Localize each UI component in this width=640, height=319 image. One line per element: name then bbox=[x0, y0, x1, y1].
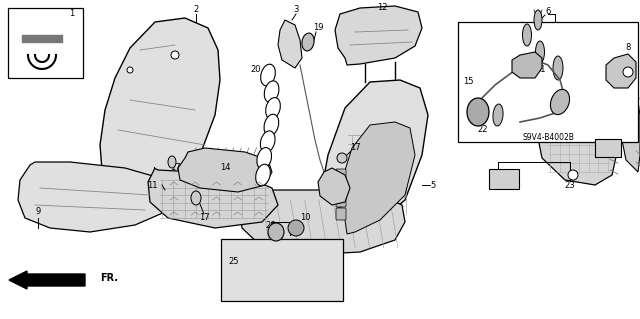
FancyBboxPatch shape bbox=[458, 22, 638, 142]
Text: 17: 17 bbox=[349, 144, 360, 152]
Text: 11: 11 bbox=[147, 181, 157, 189]
Ellipse shape bbox=[264, 81, 279, 102]
FancyBboxPatch shape bbox=[336, 195, 346, 207]
Ellipse shape bbox=[168, 156, 176, 168]
Text: 18: 18 bbox=[596, 144, 606, 152]
Ellipse shape bbox=[268, 223, 284, 241]
FancyBboxPatch shape bbox=[595, 139, 621, 157]
Circle shape bbox=[171, 51, 179, 59]
Text: 16: 16 bbox=[493, 170, 503, 180]
Polygon shape bbox=[322, 80, 428, 240]
Text: 7: 7 bbox=[618, 125, 623, 135]
Polygon shape bbox=[100, 18, 220, 198]
Text: 15: 15 bbox=[463, 78, 473, 86]
Text: 22: 22 bbox=[477, 125, 488, 135]
Text: 9: 9 bbox=[35, 207, 40, 217]
Ellipse shape bbox=[550, 89, 570, 115]
FancyBboxPatch shape bbox=[8, 8, 83, 78]
FancyBboxPatch shape bbox=[221, 239, 343, 301]
FancyBboxPatch shape bbox=[489, 169, 519, 189]
Ellipse shape bbox=[302, 33, 314, 51]
FancyArrow shape bbox=[9, 271, 85, 289]
Text: FR.: FR. bbox=[100, 273, 118, 283]
Text: 8: 8 bbox=[625, 43, 630, 53]
Ellipse shape bbox=[260, 64, 275, 86]
Text: 23: 23 bbox=[564, 181, 575, 189]
Polygon shape bbox=[620, 85, 640, 172]
Text: 21: 21 bbox=[536, 65, 547, 75]
Ellipse shape bbox=[260, 131, 275, 152]
Ellipse shape bbox=[534, 10, 542, 30]
Polygon shape bbox=[148, 168, 278, 228]
Circle shape bbox=[127, 67, 133, 73]
Polygon shape bbox=[335, 6, 422, 65]
Polygon shape bbox=[18, 162, 172, 232]
Circle shape bbox=[337, 153, 347, 163]
Circle shape bbox=[288, 220, 304, 236]
Ellipse shape bbox=[467, 98, 489, 126]
Ellipse shape bbox=[493, 104, 503, 126]
Text: 1: 1 bbox=[69, 10, 75, 19]
Ellipse shape bbox=[256, 164, 270, 186]
FancyBboxPatch shape bbox=[336, 169, 346, 181]
Text: 2: 2 bbox=[193, 5, 198, 14]
Text: 13: 13 bbox=[516, 43, 526, 53]
Text: 14: 14 bbox=[220, 164, 230, 173]
Text: 24: 24 bbox=[557, 54, 568, 63]
Ellipse shape bbox=[553, 56, 563, 80]
Polygon shape bbox=[278, 20, 302, 68]
Ellipse shape bbox=[266, 98, 280, 119]
Text: 20: 20 bbox=[251, 65, 261, 75]
Text: 13: 13 bbox=[516, 24, 526, 33]
Text: 26: 26 bbox=[266, 220, 276, 229]
Ellipse shape bbox=[191, 191, 201, 205]
Ellipse shape bbox=[264, 114, 278, 136]
Circle shape bbox=[568, 170, 578, 180]
Text: 10: 10 bbox=[300, 213, 310, 222]
FancyBboxPatch shape bbox=[336, 208, 346, 220]
Text: 17: 17 bbox=[170, 164, 180, 173]
Circle shape bbox=[623, 67, 633, 77]
Text: 19: 19 bbox=[313, 24, 323, 33]
Polygon shape bbox=[536, 68, 618, 185]
Polygon shape bbox=[512, 52, 542, 78]
Polygon shape bbox=[240, 190, 405, 255]
Polygon shape bbox=[178, 148, 272, 192]
Ellipse shape bbox=[257, 148, 271, 169]
Text: 12: 12 bbox=[377, 4, 387, 12]
Ellipse shape bbox=[522, 24, 531, 46]
Text: 5: 5 bbox=[430, 181, 436, 189]
Text: S9V4-B4002B: S9V4-B4002B bbox=[522, 133, 574, 143]
Text: 3: 3 bbox=[293, 5, 299, 14]
Polygon shape bbox=[340, 122, 415, 234]
Text: 25: 25 bbox=[228, 257, 239, 266]
Polygon shape bbox=[318, 168, 350, 205]
Text: 27: 27 bbox=[497, 95, 509, 105]
Polygon shape bbox=[606, 54, 636, 88]
FancyBboxPatch shape bbox=[336, 182, 346, 194]
Text: 6: 6 bbox=[545, 8, 550, 17]
Ellipse shape bbox=[536, 41, 545, 63]
Text: 17: 17 bbox=[198, 213, 209, 222]
Text: 4: 4 bbox=[335, 205, 340, 214]
